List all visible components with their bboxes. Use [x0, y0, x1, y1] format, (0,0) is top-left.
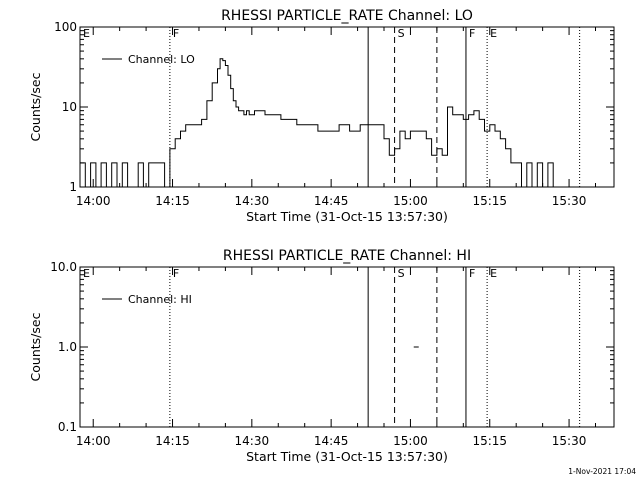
x-axis-label: Start Time (31-Oct-15 13:57:30) — [246, 449, 448, 464]
chart-title: RHESSI PARTICLE_RATE Channel: HI — [223, 248, 471, 264]
x-tick-label: 14:30 — [235, 194, 270, 208]
x-tick-label: 15:15 — [472, 434, 507, 448]
x-axis-label: Start Time (31-Oct-15 13:57:30) — [246, 209, 448, 224]
y-tick-label: 1.0 — [58, 340, 77, 354]
timestamp-label: 1-Nov-2021 17:04 — [568, 467, 636, 476]
y-axis-label: Counts/sec — [28, 72, 43, 141]
x-tick-label: 15:30 — [552, 434, 587, 448]
event-marker-label: S — [398, 267, 405, 280]
legend-label: Channel: LO — [128, 53, 195, 66]
x-tick-label: 14:45 — [314, 194, 349, 208]
event-marker-label: E — [83, 267, 90, 280]
x-tick-label: 14:00 — [76, 434, 111, 448]
legend-label: Channel: HI — [128, 293, 192, 306]
event-marker-label: F — [469, 27, 475, 40]
x-tick-label: 14:00 — [76, 194, 111, 208]
lo-channel-panel: RHESSI PARTICLE_RATE Channel: LO 14:00 14:… — [28, 8, 615, 224]
x-tick-label: 14:45 — [314, 434, 349, 448]
event-marker-label: E — [490, 27, 497, 40]
event-marker-label: E — [83, 27, 90, 40]
x-tick-label: 15:15 — [472, 194, 507, 208]
x-tick-label: 14:15 — [155, 194, 190, 208]
y-tick-label: 10 — [62, 100, 77, 114]
x-tick-label: 14:15 — [155, 434, 190, 448]
event-marker-label: F — [469, 267, 475, 280]
plot-frame — [79, 266, 615, 428]
x-tick-label: 14:30 — [235, 434, 270, 448]
event-marker-label: F — [173, 267, 179, 280]
y-tick-label: 100 — [54, 20, 77, 34]
x-tick-label: 15:00 — [393, 434, 428, 448]
x-tick-label: 15:30 — [552, 194, 587, 208]
event-marker-label: S — [398, 27, 405, 40]
y-axis-label: Counts/sec — [28, 312, 43, 381]
hi-channel-panel: RHESSI PARTICLE_RATE Channel: HI 14:00 14:… — [28, 248, 615, 464]
y-tick-label: 0.1 — [58, 420, 77, 434]
event-marker-label: F — [173, 27, 179, 40]
y-tick-label: 10.0 — [50, 260, 77, 274]
series-line — [80, 58, 559, 188]
chart-title: RHESSI PARTICLE_RATE Channel: LO — [221, 8, 473, 24]
y-tick-label: 1 — [69, 180, 77, 194]
event-marker-label: E — [490, 267, 497, 280]
x-tick-label: 15:00 — [393, 194, 428, 208]
